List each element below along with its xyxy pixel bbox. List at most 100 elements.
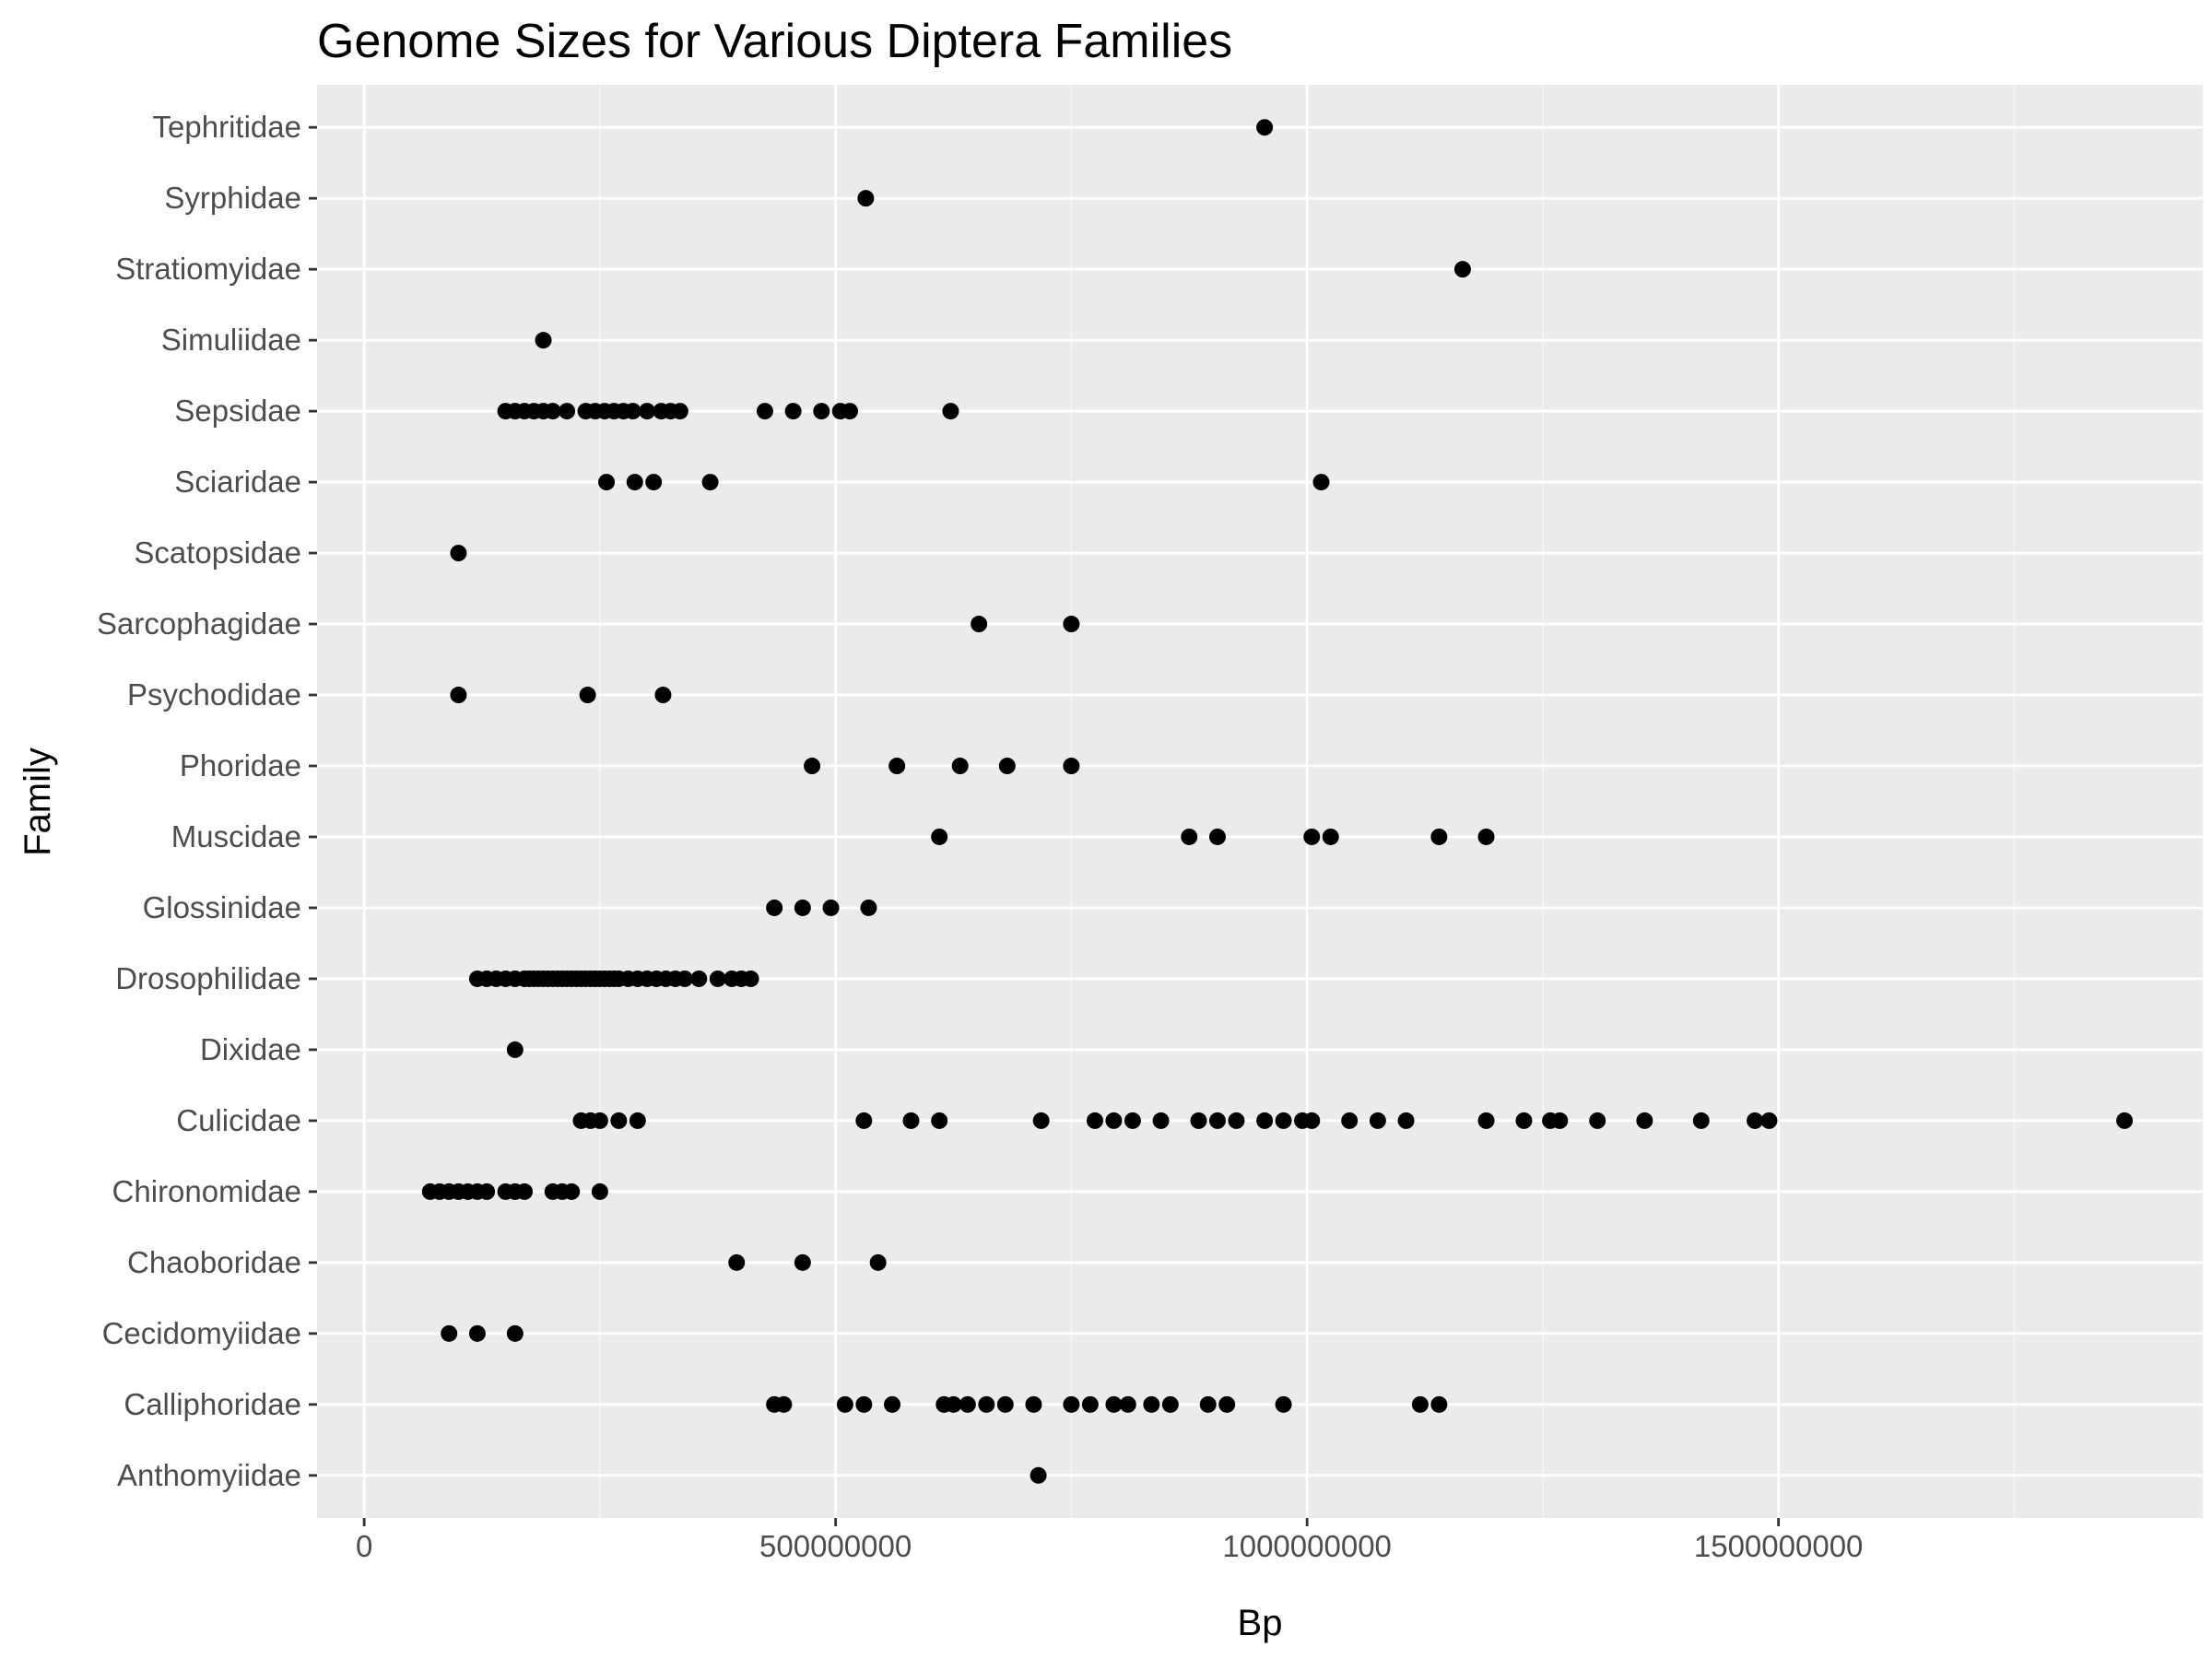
- data-point: [822, 899, 840, 916]
- y-tick-label: Chironomidae: [112, 1174, 301, 1208]
- data-point: [841, 403, 858, 420]
- data-point: [654, 687, 672, 704]
- data-point: [784, 403, 802, 420]
- data-point: [1275, 1395, 1292, 1413]
- data-point: [728, 1253, 746, 1271]
- data-point: [794, 899, 811, 916]
- data-point: [1256, 1112, 1274, 1129]
- data-point: [1119, 1395, 1136, 1413]
- x-tick-label: 500000000: [759, 1529, 912, 1563]
- data-point: [1199, 1395, 1217, 1413]
- data-point: [1692, 1112, 1710, 1129]
- data-point: [1063, 758, 1080, 775]
- data-point: [506, 1324, 524, 1342]
- y-tick-label: Psychodidae: [127, 677, 301, 712]
- x-tick-label: 1500000000: [1694, 1529, 1864, 1563]
- data-point: [931, 1112, 948, 1129]
- data-point: [544, 403, 561, 420]
- data-point: [888, 758, 906, 775]
- data-point: [1025, 1395, 1042, 1413]
- data-point: [959, 1395, 976, 1413]
- data-point: [945, 1395, 962, 1413]
- data-point: [1190, 1112, 1207, 1129]
- y-tick-label: Calliphoridae: [124, 1387, 301, 1421]
- data-point: [450, 687, 467, 704]
- y-axis: Anthomyiidae Calliphoridae Cecidomyiidae Ch…: [97, 110, 317, 1492]
- y-tick-label: Tephritidae: [153, 110, 301, 144]
- y-tick-label: Dixidae: [200, 1032, 301, 1066]
- data-point: [1161, 1395, 1179, 1413]
- data-point: [1411, 1395, 1429, 1413]
- data-point: [902, 1112, 920, 1129]
- data-point: [645, 474, 663, 491]
- data-point: [1256, 119, 1274, 136]
- data-point: [951, 758, 969, 775]
- data-point: [559, 403, 576, 420]
- data-point: [1032, 1112, 1050, 1129]
- data-point: [1228, 1112, 1245, 1129]
- data-point: [766, 899, 783, 916]
- data-point: [1105, 1112, 1123, 1129]
- y-tick-label: Glossinidae: [143, 890, 301, 924]
- data-point: [1152, 1112, 1170, 1129]
- y-tick-label: Anthomyiidae: [117, 1458, 301, 1492]
- data-point: [1303, 1112, 1321, 1129]
- data-point: [629, 1112, 646, 1129]
- data-point: [869, 1253, 887, 1271]
- data-point: [1430, 1395, 1448, 1413]
- minor-gridlines: [599, 85, 2016, 1518]
- data-point: [931, 828, 948, 845]
- x-tick-label: 0: [356, 1529, 372, 1563]
- y-tick-label: Culicidae: [176, 1103, 301, 1137]
- data-point: [1208, 828, 1226, 845]
- data-point: [813, 403, 830, 420]
- data-point: [1063, 1395, 1080, 1413]
- y-tick-label: Sarcophagidae: [97, 606, 301, 641]
- data-point: [579, 687, 596, 704]
- data-point: [855, 1395, 873, 1413]
- data-point: [1589, 1112, 1606, 1129]
- x-axis-title: Bp: [1238, 1603, 1283, 1643]
- y-tick-label: Scatopsidae: [134, 535, 301, 570]
- data-point: [1312, 474, 1330, 491]
- data-point: [836, 1395, 853, 1413]
- data-point: [478, 1182, 496, 1200]
- data-point: [1322, 828, 1339, 845]
- data-point: [676, 970, 693, 987]
- chart-title: Genome Sizes for Various Diptera Familie…: [317, 15, 1232, 68]
- data-point: [1303, 828, 1321, 845]
- data-point: [1086, 1112, 1103, 1129]
- data-point: [610, 1112, 628, 1129]
- data-point: [1341, 1112, 1359, 1129]
- data-point: [1181, 828, 1198, 845]
- data-point: [624, 403, 641, 420]
- data-point: [626, 474, 643, 491]
- data-point: [1063, 616, 1080, 633]
- plot-panel: [317, 85, 2203, 1518]
- data-point: [1124, 1112, 1141, 1129]
- data-point: [756, 403, 773, 420]
- data-point: [1143, 1395, 1160, 1413]
- data-point: [1636, 1112, 1653, 1129]
- y-tick-label: Cecidomyiidae: [102, 1316, 301, 1350]
- data-point: [701, 474, 719, 491]
- data-point: [1477, 1112, 1495, 1129]
- data-point: [690, 970, 708, 987]
- data-point: [857, 190, 875, 207]
- data-point: [942, 403, 959, 420]
- data-point: [506, 1041, 524, 1058]
- data-point: [591, 1182, 608, 1200]
- data-point: [971, 616, 988, 633]
- data-point: [671, 403, 688, 420]
- data-point: [563, 1182, 581, 1200]
- y-tick-label: Chaoboridae: [127, 1245, 301, 1279]
- data-point: [709, 970, 726, 987]
- data-point: [1275, 1112, 1292, 1129]
- x-tick-label: 1000000000: [1222, 1529, 1392, 1563]
- data-point: [516, 1182, 534, 1200]
- data-points: [421, 119, 2134, 1484]
- data-point: [978, 1395, 995, 1413]
- data-point: [998, 758, 1016, 775]
- data-point: [804, 758, 821, 775]
- data-point: [794, 1253, 811, 1271]
